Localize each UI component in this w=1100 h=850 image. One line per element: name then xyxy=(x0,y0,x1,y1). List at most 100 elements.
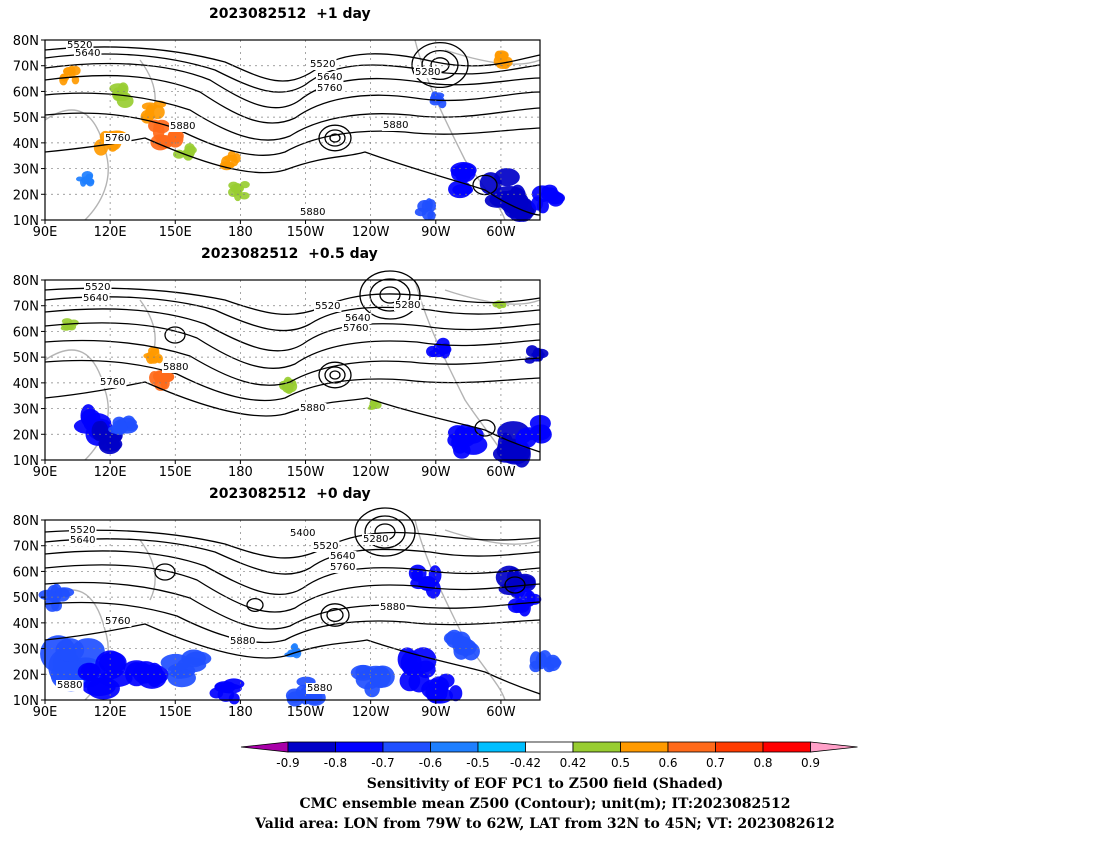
shaded-cell xyxy=(525,345,539,358)
contour-line xyxy=(44,359,541,402)
lon-tick-label: 120E xyxy=(94,225,127,240)
contour-closed xyxy=(504,576,526,594)
shaded-cell xyxy=(239,181,250,189)
shaded-cell xyxy=(449,685,463,702)
contour-label: 5640 xyxy=(83,293,108,304)
lon-tick-label: 60W xyxy=(486,705,516,720)
colorbar-tick-label: 0.42 xyxy=(560,756,587,770)
lat-tick-label: 80N xyxy=(13,274,39,289)
lon-tick-label: 180 xyxy=(228,465,253,480)
shaded-region xyxy=(443,629,480,661)
contour-label-bg xyxy=(74,48,102,59)
contour-line xyxy=(44,308,541,352)
lon-tick-label: 150E xyxy=(159,705,192,720)
shaded-cell xyxy=(80,663,99,681)
shaded-cell xyxy=(286,691,304,707)
contour-line xyxy=(44,623,541,695)
shaded-cell xyxy=(426,688,442,700)
shaded-cell xyxy=(55,587,70,602)
map-frame xyxy=(44,519,541,701)
shaded-cell xyxy=(161,373,175,382)
contour-label-bg xyxy=(82,293,110,304)
contour-line xyxy=(44,53,541,93)
contour-label-bg xyxy=(329,551,357,562)
lon-tick-label: 120W xyxy=(352,465,390,480)
contour-label: 5640 xyxy=(317,72,342,83)
shaded-region xyxy=(209,678,245,705)
shaded-cell xyxy=(219,683,242,694)
contour-label: 5520 xyxy=(70,525,95,536)
shaded-cell xyxy=(291,643,299,651)
shaded-cell xyxy=(438,98,447,109)
shaded-cell xyxy=(409,647,437,673)
contour-closed xyxy=(318,124,352,152)
shaded-cell xyxy=(141,102,158,111)
map-panel-2: 55205640552056405760528058805760588080N7… xyxy=(13,270,552,480)
shaded-region xyxy=(160,649,212,688)
contour-closed xyxy=(154,563,176,581)
shaded-region xyxy=(91,420,123,455)
colorbar-swatch xyxy=(572,741,621,753)
lat-tick-label: 30N xyxy=(13,403,39,418)
shaded-cell xyxy=(373,401,382,409)
contour-label: 5520 xyxy=(310,59,335,70)
lon-tick-label: 90E xyxy=(33,705,58,720)
colorbar-tick-label: 0.7 xyxy=(706,756,725,770)
lon-tick-label: 60W xyxy=(486,465,516,480)
contour-label: 5880 xyxy=(230,636,255,647)
contour-closed xyxy=(326,607,344,623)
contour-closed xyxy=(329,370,341,380)
colorbar-swatch xyxy=(287,741,336,753)
lon-tick-label: 150E xyxy=(159,225,192,240)
shaded-region xyxy=(448,161,477,199)
contour-label: 5760 xyxy=(105,133,130,144)
lat-tick-label: 80N xyxy=(13,514,39,529)
lon-tick-label: 150W xyxy=(287,465,325,480)
map-panel-3: 5520564054005520564057605280588057605880… xyxy=(13,507,562,720)
shaded-region xyxy=(503,195,537,222)
colorbar-left-arrow xyxy=(240,741,289,753)
contour-line xyxy=(44,538,541,575)
contour-closed xyxy=(329,133,341,143)
lon-tick-label: 60W xyxy=(486,225,516,240)
shaded-cell xyxy=(450,161,477,179)
lon-tick-label: 120W xyxy=(352,225,390,240)
contour-label-bg xyxy=(289,528,317,539)
shaded-region xyxy=(397,647,437,693)
caption-line-1: Sensitivity of EOF PC1 to Z500 field (Sh… xyxy=(366,776,724,792)
colorbar-right-arrow xyxy=(810,741,858,753)
lat-tick-label: 70N xyxy=(13,540,39,555)
contour-label-bg xyxy=(299,403,327,414)
shaded-region xyxy=(529,650,562,673)
contour-label-bg xyxy=(394,300,422,311)
contour-label: 5400 xyxy=(290,528,315,539)
contour-line xyxy=(44,564,541,613)
shaded-region xyxy=(426,337,452,359)
contour-label-bg xyxy=(104,133,132,144)
contour-closed xyxy=(379,286,401,304)
shaded-region xyxy=(350,664,395,698)
lat-tick-label: 10N xyxy=(13,454,39,469)
contour-line xyxy=(44,112,541,156)
contour-label: 5760 xyxy=(100,377,125,388)
shaded-cell xyxy=(38,589,57,601)
shaded-cell xyxy=(494,50,509,61)
lat-tick-label: 40N xyxy=(13,137,39,152)
shaded-cell xyxy=(111,420,128,436)
contour-label: 5520 xyxy=(315,301,340,312)
shaded-region xyxy=(493,50,513,70)
contour-label: 5640 xyxy=(70,535,95,546)
contour-line xyxy=(44,62,541,109)
lon-tick-label: 90W xyxy=(421,465,451,480)
contour-closed xyxy=(320,603,350,627)
shaded-cell xyxy=(67,323,77,331)
lat-tick-label: 60N xyxy=(13,565,39,580)
contour-label-bg xyxy=(69,535,97,546)
lat-tick-label: 20N xyxy=(13,188,39,203)
colorbar-tick-label: -0.42 xyxy=(510,756,541,770)
shaded-cell xyxy=(116,94,134,109)
contour-label: 5880 xyxy=(380,602,405,613)
shaded-region xyxy=(531,184,565,214)
contour-label-bg xyxy=(309,59,337,70)
colorbar: -0.9 -0.8 -0.7 -0.6 -0.5 -0.42 0.42 0.5 0.6 0.7 0.… xyxy=(240,741,858,770)
